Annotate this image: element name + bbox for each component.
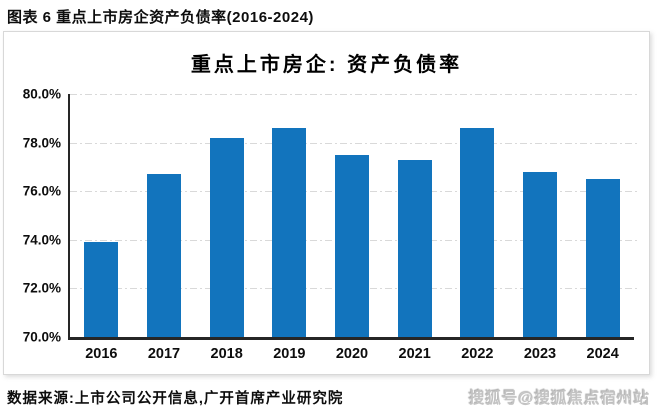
x-tick-label: 2016 xyxy=(85,346,118,362)
y-tick-label: 70.0% xyxy=(22,329,61,345)
x-tick-label: 2023 xyxy=(523,346,557,362)
bar-2024 xyxy=(585,179,620,337)
x-tick-label: 2017 xyxy=(147,346,181,362)
x-tick-label: 2019 xyxy=(273,346,306,362)
chart-panel: 重点上市房企: 资产负债率 80.0% 78.0% 76.0% 74.0% 72.0% 7… xyxy=(3,31,650,375)
y-tick-label: 72.0% xyxy=(22,280,61,296)
gridline xyxy=(70,94,638,95)
x-tick-label: 2018 xyxy=(210,346,243,362)
plot-area: 80.0% 78.0% 76.0% 74.0% 72.0% 70.0% 2016 2017 20… xyxy=(23,87,638,362)
x-tick-label: 2021 xyxy=(398,346,431,362)
y-tick-label: 76.0% xyxy=(22,183,61,199)
bar-2021 xyxy=(397,159,432,337)
x-tick-label: 2022 xyxy=(461,346,494,362)
source-note: 数据来源:上市公司公开信息,广开首席产业研究院 xyxy=(7,391,344,407)
watermark-sohu: 搜狐号@搜狐焦点宿州站 xyxy=(468,390,650,407)
y-tick-label: 78.0% xyxy=(22,135,61,151)
chart-title: 重点上市房企: 资产负债率 xyxy=(190,54,463,76)
x-tick-label: 2024 xyxy=(586,346,619,362)
bar-2019 xyxy=(272,128,307,337)
y-tick-label: 80.0% xyxy=(22,86,61,102)
bar-2023 xyxy=(523,171,557,337)
bar-2022 xyxy=(460,128,495,337)
figure-caption: 图表 6 重点上市房企资产负债率(2016-2024) xyxy=(7,9,314,26)
bar-2018 xyxy=(209,137,244,337)
y-tick-label: 74.0% xyxy=(22,232,61,248)
gridline xyxy=(70,142,638,144)
bar-2017 xyxy=(147,174,181,337)
bar-2016 xyxy=(84,242,119,337)
bar-2020 xyxy=(335,154,369,337)
x-tick-label: 2020 xyxy=(335,346,369,362)
